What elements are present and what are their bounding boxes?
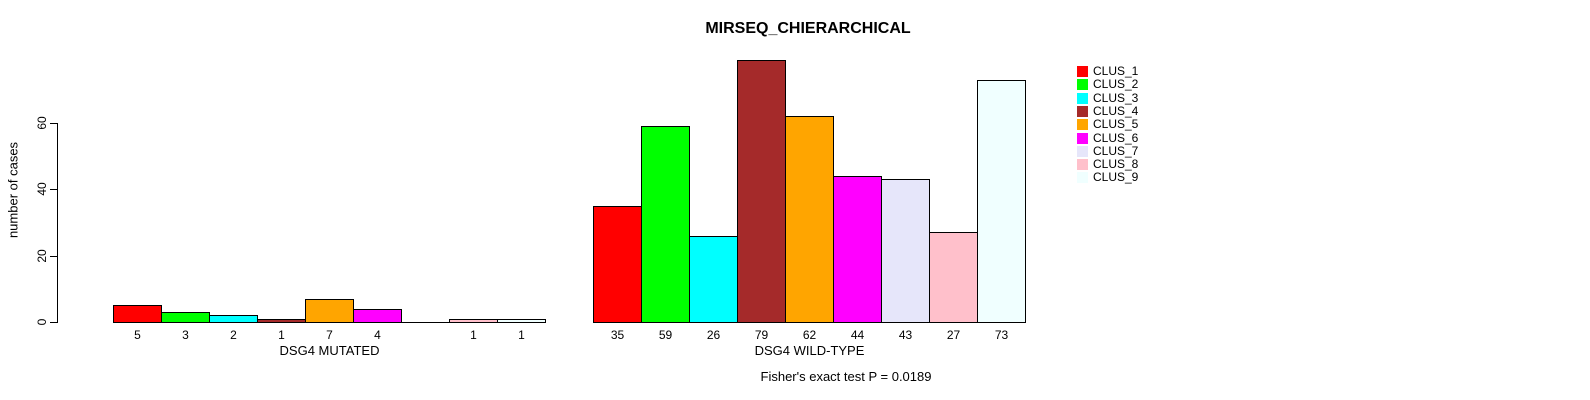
legend-swatch-CLUS_7 — [1077, 146, 1088, 157]
bar-value-label: 2 — [230, 328, 237, 342]
y-axis-tick-label: 0 — [35, 318, 49, 326]
bar-CLUS_5 — [305, 299, 354, 323]
bar-value-label: 1 — [518, 328, 525, 342]
bar-CLUS_7 — [881, 179, 930, 323]
bar-value-label: 27 — [946, 328, 961, 342]
y-axis-tick — [50, 123, 57, 124]
legend-swatch-CLUS_5 — [1077, 119, 1088, 130]
legend-label-CLUS_2: CLUS_2 — [1093, 77, 1139, 91]
x-axis-group-label: DSG4 WILD-TYPE — [754, 343, 865, 358]
bar-CLUS_8 — [929, 232, 978, 323]
y-axis-tick — [50, 189, 57, 190]
bar-CLUS_6 — [833, 176, 882, 323]
legend-swatch-CLUS_4 — [1077, 106, 1088, 117]
y-axis-tick-label: 60 — [35, 116, 49, 130]
legend-label-CLUS_8: CLUS_8 — [1093, 157, 1139, 171]
bar-value-label: 5 — [134, 328, 141, 342]
bar-value-label: 1 — [278, 328, 285, 342]
legend-swatch-CLUS_6 — [1077, 133, 1088, 144]
bar-CLUS_1 — [113, 305, 162, 323]
bar-CLUS_8 — [449, 319, 498, 323]
legend-label-CLUS_7: CLUS_7 — [1093, 144, 1139, 158]
chart-title: MIRSEQ_CHIERARCHICAL — [705, 20, 911, 37]
y-axis-label: number of cases — [5, 141, 21, 239]
bar-value-label: 26 — [706, 328, 721, 342]
bar-value-label: 35 — [610, 328, 625, 342]
y-axis-tick — [50, 256, 57, 257]
legend-swatch-CLUS_1 — [1077, 66, 1088, 77]
legend-label-CLUS_5: CLUS_5 — [1093, 117, 1139, 131]
bar-value-label: 73 — [994, 328, 1009, 342]
bar-value-label: 62 — [802, 328, 817, 342]
legend-swatch-CLUS_3 — [1077, 93, 1088, 104]
bar-CLUS_3 — [689, 236, 738, 323]
bar-CLUS_4 — [257, 319, 306, 323]
legend-swatch-CLUS_2 — [1077, 79, 1088, 90]
legend-label-CLUS_1: CLUS_1 — [1093, 64, 1139, 78]
bar-value-label: 3 — [182, 328, 189, 342]
legend-label-CLUS_9: CLUS_9 — [1093, 170, 1139, 184]
legend-swatch-CLUS_8 — [1077, 159, 1088, 170]
y-axis-tick — [50, 322, 57, 323]
fisher-test-annotation: Fisher's exact test P = 0.0189 — [760, 369, 932, 384]
bar-value-label: 59 — [658, 328, 673, 342]
bar-CLUS_9 — [977, 80, 1026, 323]
bar-value-label: 43 — [898, 328, 913, 342]
bar-CLUS_1 — [593, 206, 642, 323]
y-axis-tick-label: 20 — [35, 249, 49, 263]
legend-swatch-CLUS_9 — [1077, 172, 1088, 183]
bar-CLUS_2 — [161, 312, 210, 323]
bar-CLUS_5 — [785, 116, 834, 323]
bar-value-label: 1 — [470, 328, 477, 342]
bar-CLUS_6 — [353, 309, 402, 323]
bar-CLUS_4 — [737, 60, 786, 323]
bar-CLUS_2 — [641, 126, 690, 323]
x-axis-group-label: DSG4 MUTATED — [279, 343, 380, 358]
y-axis-line — [57, 123, 58, 323]
legend-label-CLUS_3: CLUS_3 — [1093, 91, 1139, 105]
y-axis-tick-label: 40 — [35, 182, 49, 196]
legend-label-CLUS_4: CLUS_4 — [1093, 104, 1139, 118]
bar-value-label: 4 — [374, 328, 381, 342]
bar-value-label: 79 — [754, 328, 769, 342]
bar-value-label: 7 — [326, 328, 333, 342]
bar-value-label: 44 — [850, 328, 865, 342]
bar-CLUS_3 — [209, 315, 258, 323]
legend-label-CLUS_6: CLUS_6 — [1093, 131, 1139, 145]
bar-CLUS_9 — [497, 319, 546, 323]
